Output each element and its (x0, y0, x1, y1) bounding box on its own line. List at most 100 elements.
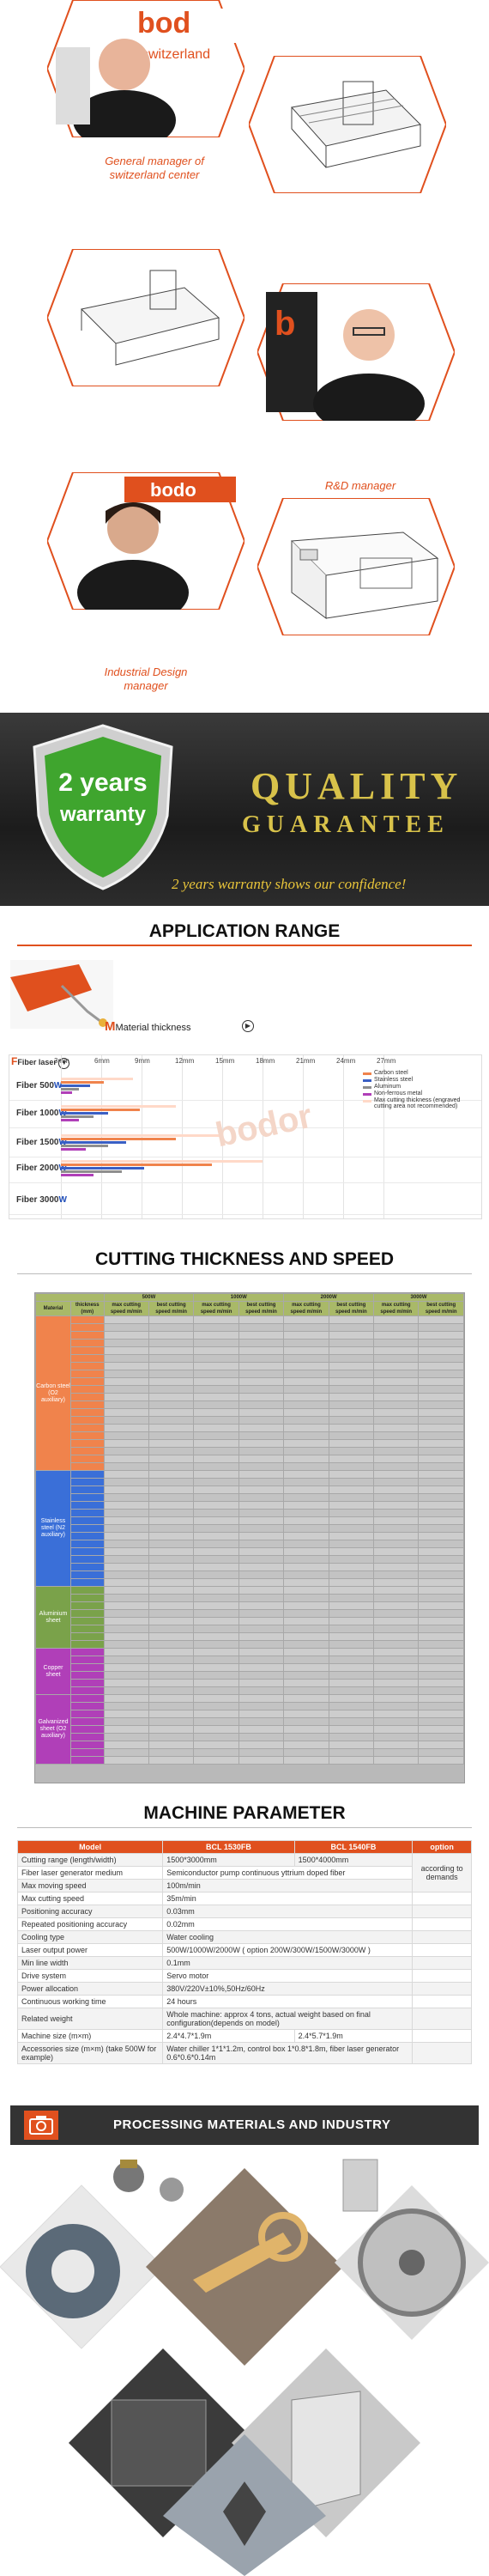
table-cell (148, 1493, 195, 1502)
table-cell (103, 1648, 149, 1656)
table-cell (70, 1632, 105, 1641)
table-cell (148, 1756, 195, 1765)
table-cell (238, 1315, 285, 1324)
table-row (36, 1478, 464, 1486)
table-cell (193, 1540, 239, 1548)
table-cell (70, 1540, 105, 1548)
table-row (36, 1339, 464, 1347)
material-thickness-text: Material thickness (115, 1023, 191, 1033)
table-cell (283, 1424, 329, 1432)
table-cell (328, 1671, 375, 1680)
table-cell (373, 1416, 420, 1425)
caption-rd-manager: R&D manager (324, 479, 396, 492)
legend-swatch (363, 1086, 371, 1089)
table-cell (418, 1733, 464, 1741)
table-cell (238, 1702, 285, 1710)
table-cell (70, 1617, 105, 1625)
table-cell (70, 1339, 105, 1347)
table-cell (418, 1462, 464, 1471)
column-header: best cutting speed m/min (328, 1301, 375, 1316)
photo-rd-manager: b (257, 283, 455, 421)
table-cell (283, 1756, 329, 1765)
power-header: 1000W (193, 1293, 285, 1302)
parameter-name: Related weight (16, 2008, 164, 2030)
thickness-gridline (303, 1055, 304, 1218)
table-cell (328, 1578, 375, 1587)
power-header: 500W (103, 1293, 195, 1302)
quality-heading: QUALITY (251, 765, 463, 807)
table-row (36, 1663, 464, 1672)
table-cell (103, 1547, 149, 1556)
table-cell (328, 1710, 375, 1718)
table-cell (418, 1354, 464, 1363)
table-cell (238, 1416, 285, 1425)
table-cell (373, 1702, 420, 1710)
range-bar (61, 1134, 220, 1137)
thickness-gridline (101, 1055, 102, 1218)
range-bar (61, 1145, 108, 1147)
warranty-tagline: 2 years warranty shows our confidence! (172, 876, 407, 892)
table-row (36, 1571, 464, 1579)
table-cell (373, 1323, 420, 1332)
table-cell (373, 1710, 420, 1718)
table-cell (148, 1578, 195, 1587)
table-cell (238, 1524, 285, 1533)
parameter-row: Cutting range (length/width) 1500*3000mm 1… (16, 1853, 472, 1893)
power-header: 3000W (373, 1293, 464, 1302)
table-cell (373, 1748, 420, 1757)
table-cell (283, 1717, 329, 1726)
table-cell (148, 1509, 195, 1517)
table-cell (283, 1362, 329, 1370)
table-cell (418, 1625, 464, 1633)
table-row (36, 1385, 464, 1394)
table-cell (283, 1578, 329, 1587)
table-cell (103, 1408, 149, 1417)
chevron-down-icon[interactable]: ▼ (58, 1058, 70, 1069)
photo-laser-machine-2 (47, 249, 244, 386)
table-cell (70, 1385, 105, 1394)
table-cell (283, 1315, 329, 1324)
machine-parameter-table: Model BCL 1530FB BCL 1540FB option Cutting r… (16, 1840, 472, 2064)
table-cell (418, 1586, 464, 1595)
table-cell (373, 1733, 420, 1741)
table-cell (148, 1385, 195, 1394)
table-cell (70, 1656, 105, 1664)
table-cell (328, 1702, 375, 1710)
table-cell (328, 1617, 375, 1625)
table-cell (328, 1540, 375, 1548)
table-cell (193, 1331, 239, 1340)
table-cell (418, 1686, 464, 1695)
play-icon[interactable]: ▶ (242, 1020, 254, 1032)
parameter-value: 35m/min (162, 1892, 414, 1905)
parameter-row: Continuous working time 24 hours (16, 1995, 472, 2008)
table-cell (148, 1501, 195, 1510)
range-bar (61, 1160, 263, 1163)
table-cell (328, 1640, 375, 1649)
table-cell (70, 1315, 105, 1324)
option-note: according to demands (412, 1853, 472, 1893)
table-cell (418, 1609, 464, 1618)
table-cell (148, 1362, 195, 1370)
table-cell (103, 1671, 149, 1680)
table-cell (238, 1455, 285, 1463)
table-cell (373, 1424, 420, 1432)
table-cell (238, 1354, 285, 1363)
fiber-laser-header: FFiber laser ▼ (11, 1055, 70, 1069)
parameter-value: 2.4*4.7*1.9m (162, 2029, 295, 2043)
table-cell (373, 1509, 420, 1517)
parameter-value: 1500*3000mm (162, 1853, 295, 1867)
table-cell (418, 1741, 464, 1749)
table-row: Galvanized sheet (O2 auxiliary) (35, 1694, 464, 1765)
row-divider (9, 1100, 481, 1101)
table-cell (70, 1439, 105, 1448)
parameter-value: 0.02mm (162, 1917, 414, 1931)
table-cell (283, 1470, 329, 1479)
table-row (36, 1625, 464, 1633)
table-cell (103, 1516, 149, 1525)
table-row (36, 1741, 464, 1749)
table-row (36, 1377, 464, 1386)
table-cell (328, 1315, 375, 1324)
table-cell (238, 1741, 285, 1749)
range-bar (61, 1174, 94, 1176)
table-cell (70, 1346, 105, 1355)
